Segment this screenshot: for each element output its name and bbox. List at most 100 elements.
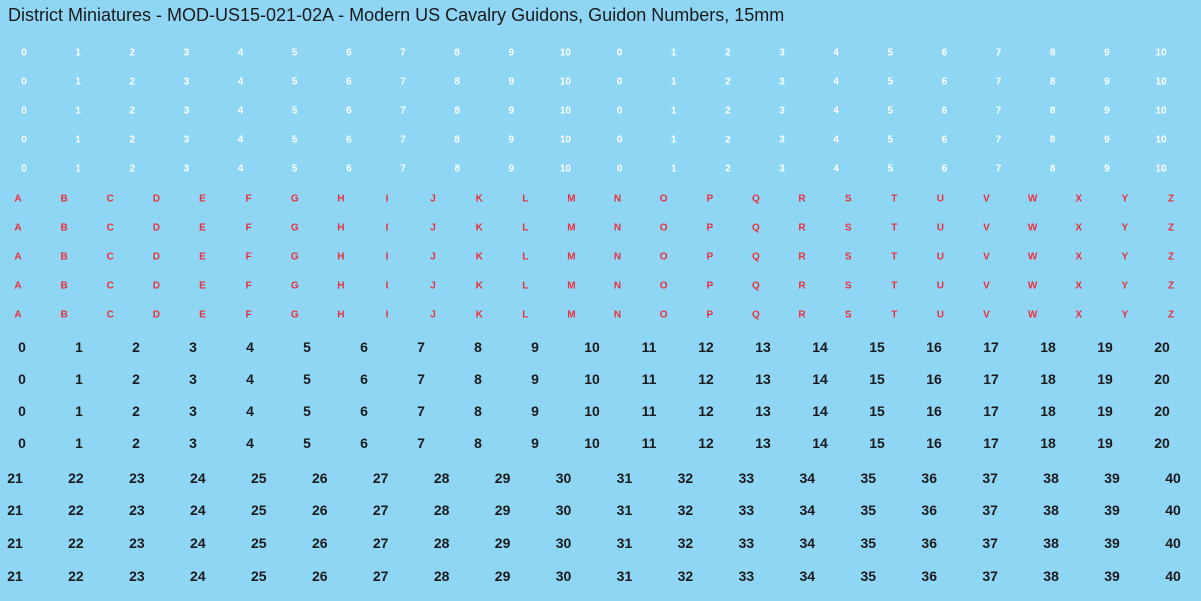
red-letter-decal: F <box>245 309 252 321</box>
red-letter-decal: E <box>199 309 206 321</box>
black-number-decal: 35 <box>860 470 877 486</box>
black-number-decal: 36 <box>921 470 937 486</box>
black-number-decal: 19 <box>1097 403 1113 419</box>
black-number-decal: 6 <box>360 371 368 387</box>
black-number-decal: 26 <box>311 535 328 551</box>
white-number-decal: 2 <box>129 134 136 146</box>
red-letter-decal: X <box>1075 280 1083 292</box>
white-number-decal: 3 <box>779 134 785 146</box>
red-letter-decal: T <box>891 193 898 205</box>
white-number-decal: 6 <box>941 105 948 117</box>
red-letter-decal: M <box>567 251 576 263</box>
white-number-decal: 5 <box>291 134 298 146</box>
black-number-decal: 33 <box>738 502 755 518</box>
black-number-decal: 1 <box>75 435 83 451</box>
white-number-decal: 10 <box>559 134 571 146</box>
red-letter-decal: V <box>983 222 990 234</box>
red-letter-decal: V <box>983 309 990 321</box>
white-number-decal: 1 <box>75 47 81 59</box>
white-number-decal: 6 <box>941 76 948 88</box>
black-number-decal: 23 <box>129 502 145 518</box>
black-number-decal: 10 <box>584 371 600 387</box>
white-number-decal: 8 <box>1049 134 1056 146</box>
red-letter-decal: J <box>430 309 436 321</box>
black-number-decal: 28 <box>433 535 450 551</box>
white-number-decal: 9 <box>508 76 515 88</box>
black-number-decal: 0 <box>18 371 26 387</box>
white-number-decal: 2 <box>129 163 136 175</box>
red-letter-decal: B <box>60 193 68 205</box>
red-letter-decal: U <box>936 280 945 292</box>
black-number-decal: 18 <box>1040 371 1056 387</box>
white-number-decal: 4 <box>833 47 839 59</box>
red-letter-decal: D <box>152 193 160 205</box>
white-number-decal: 2 <box>129 76 136 88</box>
black-number-decal: 22 <box>68 502 84 518</box>
red-letter-decal: H <box>337 280 345 292</box>
red-letter-decal: G <box>290 193 299 205</box>
black-number-decal: 10 <box>584 435 600 451</box>
black-number-decal: 36 <box>921 535 937 551</box>
red-letter-decal: L <box>522 251 529 263</box>
red-letter-decal: J <box>430 251 436 263</box>
black-number-decal: 20 <box>1154 371 1170 387</box>
black-number-decal: 8 <box>474 339 482 355</box>
black-number-row: 0 1 2 3 4 5 6 7 8 9 10 11 12 13 14 15 16 17 18 19 20 <box>0 335 1201 359</box>
red-letter-decal: N <box>613 251 622 263</box>
red-letter-decal: T <box>891 309 898 321</box>
black-number-decal: 11 <box>641 371 657 387</box>
white-number-decal: 7 <box>995 134 1002 146</box>
white-number-decal: 10 <box>1155 134 1167 146</box>
red-letter-decal: N <box>613 222 622 234</box>
white-number-decal: 4 <box>833 134 839 146</box>
black-number-decal: 22 <box>68 535 84 551</box>
black-number-decal: 26 <box>311 470 328 486</box>
white-number-decal: 10 <box>1155 105 1167 117</box>
white-number-decal: 9 <box>1104 134 1110 146</box>
red-letter-decal: F <box>245 222 252 234</box>
black-number-decal: 29 <box>494 535 511 551</box>
white-number-decal: 8 <box>1049 105 1056 117</box>
red-letter-decal: D <box>152 280 160 292</box>
black-number-decal: 30 <box>555 502 572 518</box>
red-letter-decal: F <box>245 193 252 205</box>
white-number-decal: 3 <box>183 76 190 88</box>
red-letter-decal: C <box>106 222 114 234</box>
red-letter-decal: K <box>475 280 483 292</box>
black-number-decal: 7 <box>417 371 425 387</box>
black-number-decal: 17 <box>983 403 999 419</box>
black-number-decal: 39 <box>1104 470 1120 486</box>
red-letter-decal: W <box>1027 251 1038 263</box>
black-number-decal: 3 <box>189 403 197 419</box>
black-number-decal: 29 <box>494 470 511 486</box>
red-letter-decal: C <box>106 280 114 292</box>
black-number-decal: 24 <box>190 470 206 486</box>
black-number-decal: 16 <box>926 435 942 451</box>
white-number-decal: 2 <box>129 105 136 117</box>
white-number-decal: 3 <box>779 47 785 59</box>
white-number-decal: 2 <box>725 47 731 59</box>
white-number-decal: 3 <box>183 47 190 59</box>
black-number-decal: 31 <box>616 470 633 486</box>
black-number-decal: 34 <box>799 568 816 584</box>
black-number-decal: 38 <box>1043 568 1059 584</box>
white-number-decal: 10 <box>559 47 571 59</box>
black-number-decal: 33 <box>738 568 755 584</box>
white-number-decal: 9 <box>508 163 515 175</box>
red-letter-decal: R <box>798 280 806 292</box>
red-letter-decal: K <box>475 251 483 263</box>
black-number-decal: 5 <box>303 403 311 419</box>
red-letter-decal: O <box>659 251 668 263</box>
black-number-decal: 15 <box>869 435 885 451</box>
black-number-decal: 23 <box>129 568 145 584</box>
red-letter-decal: A <box>14 309 22 321</box>
red-letter-decal: Z <box>1167 222 1175 234</box>
red-letter-decal: H <box>337 309 345 321</box>
black-number-decal: 3 <box>189 371 197 387</box>
red-letter-decal: H <box>337 251 345 263</box>
red-letter-decal: V <box>983 280 990 292</box>
red-letter-decal: J <box>430 280 436 292</box>
black-number-decal: 22 <box>68 568 84 584</box>
black-number-decal: 26 <box>311 502 328 518</box>
